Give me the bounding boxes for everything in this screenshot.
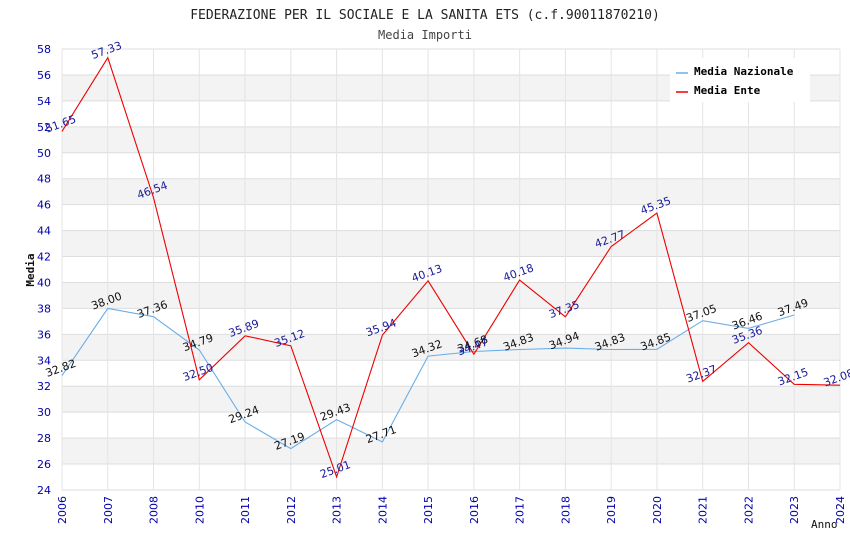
data-label-ente: 32.50 bbox=[181, 361, 215, 384]
y-tick-label: 52 bbox=[37, 121, 51, 134]
grid-band bbox=[62, 334, 840, 361]
x-tick-label: 2011 bbox=[239, 496, 252, 524]
legend-box bbox=[670, 58, 810, 102]
x-tick-label: 2010 bbox=[193, 496, 206, 524]
x-tick-label: 2013 bbox=[331, 496, 344, 524]
grid-band bbox=[62, 126, 840, 153]
x-tick-label: 2014 bbox=[376, 496, 389, 524]
y-tick-label: 56 bbox=[37, 69, 51, 82]
legend-label-nazionale: Media Nazionale bbox=[694, 65, 794, 78]
y-tick-label: 58 bbox=[37, 43, 51, 56]
series-group bbox=[61, 56, 841, 479]
y-tick-label: 50 bbox=[37, 147, 51, 160]
y-tick-label: 54 bbox=[37, 95, 51, 108]
x-tick-label: 2016 bbox=[468, 496, 481, 524]
grid-band bbox=[62, 438, 840, 465]
chart-subtitle: Media Importi bbox=[378, 28, 472, 42]
x-tick-label: 2022 bbox=[742, 496, 755, 524]
grid-lines bbox=[61, 48, 841, 491]
y-tick-label: 30 bbox=[37, 406, 51, 419]
x-axis-ticks: 2006 2007 2008 2010 2011 2012 2013 2014 2015 2016… bbox=[56, 496, 847, 524]
legend-label-ente: Media Ente bbox=[694, 84, 761, 97]
x-tick-label: 2007 bbox=[102, 496, 115, 524]
y-tick-label: 40 bbox=[37, 276, 51, 289]
series-line-nazionale bbox=[61, 307, 795, 450]
grid-band bbox=[62, 230, 840, 257]
y-tick-label: 44 bbox=[37, 225, 51, 238]
y-tick-label: 34 bbox=[37, 354, 51, 367]
y-tick-label: 26 bbox=[37, 458, 51, 471]
x-tick-label: 2017 bbox=[514, 496, 527, 524]
data-label-ente: 32.37 bbox=[684, 363, 718, 386]
chart-title: FEDERAZIONE PER IL SOCIALE E LA SANITA E… bbox=[190, 8, 660, 23]
data-label-ente: 57.33 bbox=[90, 39, 124, 62]
x-tick-label: 2006 bbox=[56, 496, 69, 524]
y-axis-label: Media bbox=[24, 253, 37, 286]
x-tick-label: 2015 bbox=[422, 496, 435, 524]
x-axis-label: Anno bbox=[811, 518, 838, 531]
y-tick-label: 24 bbox=[37, 484, 51, 497]
y-tick-label: 32 bbox=[37, 380, 51, 393]
y-tick-label: 38 bbox=[37, 302, 51, 315]
y-tick-label: 46 bbox=[37, 199, 51, 212]
x-tick-label: 2019 bbox=[605, 496, 618, 524]
y-axis-ticks: 24 26 28 30 32 34 36 38 40 42 44 46 48 50 52 54 56 58 bbox=[37, 43, 51, 497]
x-tick-label: 2021 bbox=[697, 496, 710, 524]
legend: Media Nazionale Media Ente bbox=[670, 58, 810, 102]
y-tick-label: 42 bbox=[37, 251, 51, 264]
y-tick-label: 36 bbox=[37, 328, 51, 341]
x-tick-label: 2008 bbox=[148, 496, 161, 524]
grid-band bbox=[62, 178, 840, 205]
grid-bands bbox=[62, 74, 840, 465]
x-tick-label: 2020 bbox=[651, 496, 664, 524]
data-label-ente: 40.18 bbox=[501, 261, 535, 284]
grid-band bbox=[62, 386, 840, 413]
y-tick-label: 48 bbox=[37, 173, 51, 186]
series-line-ente bbox=[61, 56, 841, 479]
y-tick-label: 28 bbox=[37, 432, 51, 445]
x-tick-label: 2012 bbox=[285, 496, 298, 524]
x-tick-label: 2023 bbox=[788, 496, 801, 524]
grid-band bbox=[62, 282, 840, 309]
x-tick-label: 2024 bbox=[834, 496, 847, 524]
x-tick-label: 2018 bbox=[559, 496, 572, 524]
